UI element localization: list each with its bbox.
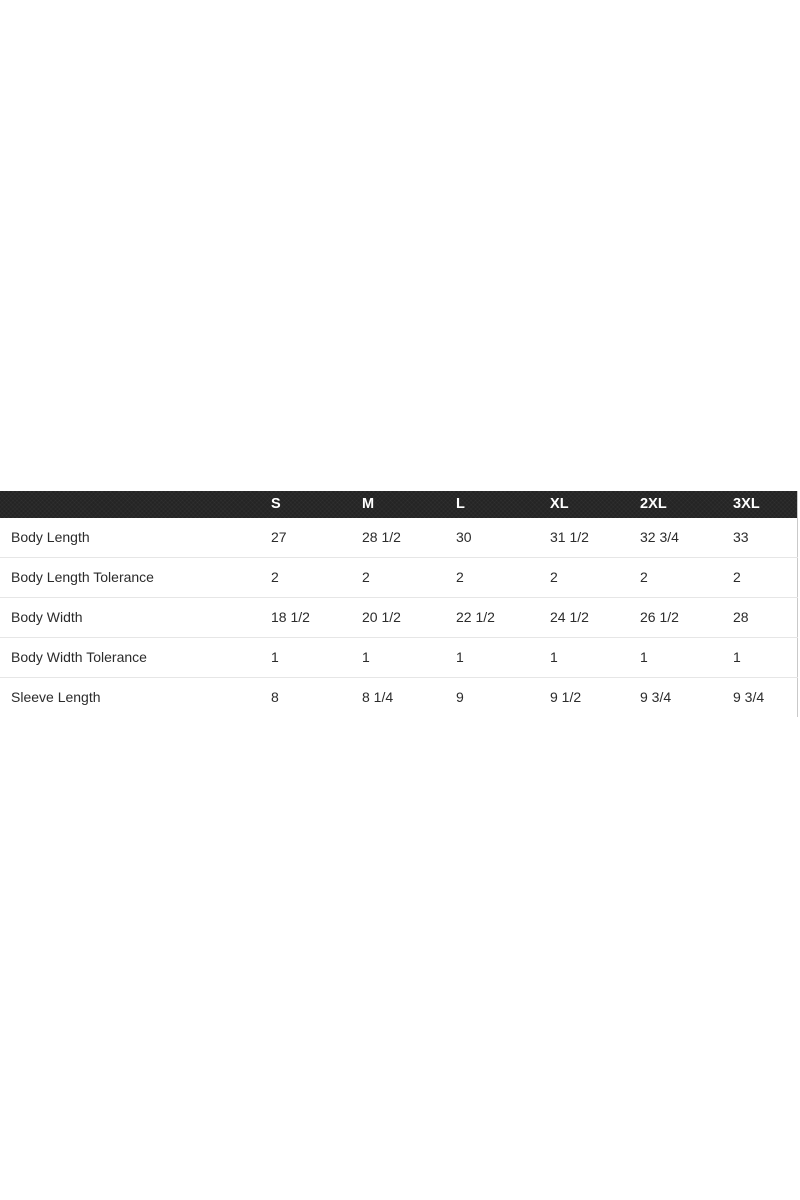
cell-l: 2 xyxy=(456,569,464,585)
cell-l: 30 xyxy=(456,529,472,545)
cell-s: 27 xyxy=(271,529,287,545)
cell-m: 2 xyxy=(362,569,370,585)
cell-3xl: 1 xyxy=(733,649,741,665)
cell-m: 1 xyxy=(362,649,370,665)
cell-2xl: 1 xyxy=(640,649,648,665)
cell-2xl: 32 3/4 xyxy=(640,529,679,545)
table-row: Body Width 18 1/2 20 1/2 22 1/2 24 1/2 2… xyxy=(0,598,798,638)
table-row: Body Length 27 28 1/2 30 31 1/2 32 3/4 3… xyxy=(0,518,798,558)
cell-l: 1 xyxy=(456,649,464,665)
cell-xl: 2 xyxy=(550,569,558,585)
size-chart-header: S M L XL 2XL 3XL xyxy=(0,491,798,518)
table-row: Sleeve Length 8 8 1/4 9 9 1/2 9 3/4 9 3/… xyxy=(0,678,798,718)
cell-xl: 1 xyxy=(550,649,558,665)
size-chart-body: Body Length 27 28 1/2 30 31 1/2 32 3/4 3… xyxy=(0,518,798,717)
cell-s: 8 xyxy=(271,689,279,705)
cell-s: 2 xyxy=(271,569,279,585)
cell-2xl: 26 1/2 xyxy=(640,609,679,625)
size-chart-container: S M L XL 2XL 3XL Body Length 27 28 1/2 3… xyxy=(0,491,798,717)
cell-xl: 9 1/2 xyxy=(550,689,582,705)
cell-l: 9 xyxy=(456,689,464,705)
header-cell-2xl: 2XL xyxy=(640,496,667,512)
header-cell-m: M xyxy=(362,496,375,512)
cell-2xl: 2 xyxy=(640,569,648,585)
cell-3xl: 28 xyxy=(733,609,749,625)
cell-3xl: 2 xyxy=(733,569,741,585)
header-cell-measurement xyxy=(0,491,271,518)
cell-3xl: 9 3/4 xyxy=(733,689,765,705)
cell-xl: 31 1/2 xyxy=(550,529,589,545)
header-cell-l: L xyxy=(456,496,465,512)
cell-s: 1 xyxy=(271,649,279,665)
row-label: Body Length xyxy=(11,529,90,545)
row-label: Body Width xyxy=(11,609,83,625)
cell-s: 18 1/2 xyxy=(271,609,310,625)
header-cell-3xl: 3XL xyxy=(733,496,760,512)
cell-2xl: 9 3/4 xyxy=(640,689,672,705)
header-cell-s: S xyxy=(271,496,281,512)
header-cell-xl: XL xyxy=(550,496,569,512)
row-label: Body Length Tolerance xyxy=(11,569,154,585)
size-chart-table: S M L XL 2XL 3XL Body Length 27 28 1/2 3… xyxy=(0,491,798,717)
cell-l: 22 1/2 xyxy=(456,609,495,625)
cell-xl: 24 1/2 xyxy=(550,609,589,625)
table-row: Body Width Tolerance 1 1 1 1 1 1 xyxy=(0,638,798,678)
header-row: S M L XL 2XL 3XL xyxy=(0,491,798,518)
table-row: Body Length Tolerance 2 2 2 2 2 2 xyxy=(0,558,798,598)
row-label: Sleeve Length xyxy=(11,689,101,705)
cell-m: 28 1/2 xyxy=(362,529,401,545)
cell-m: 8 1/4 xyxy=(362,689,394,705)
cell-3xl: 33 xyxy=(733,529,749,545)
row-label: Body Width Tolerance xyxy=(11,649,147,665)
cell-m: 20 1/2 xyxy=(362,609,401,625)
